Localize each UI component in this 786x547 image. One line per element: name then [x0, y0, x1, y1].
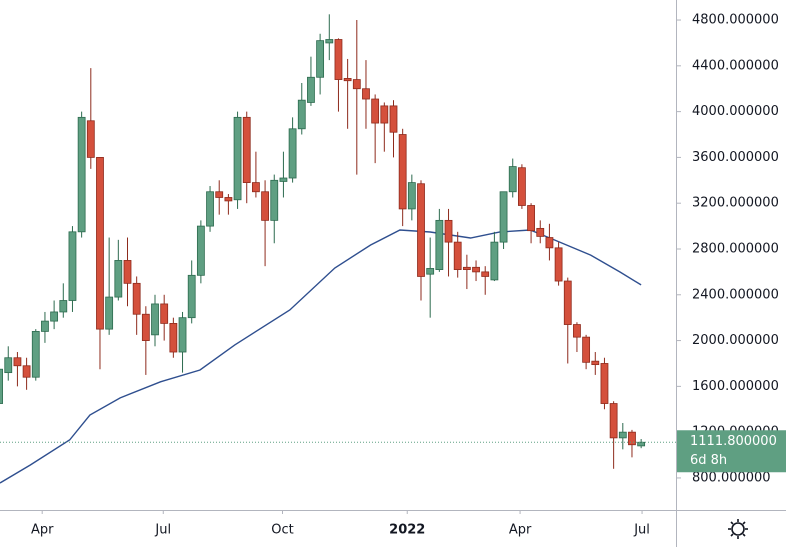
candle-body [508, 166, 517, 193]
candle-body [261, 191, 269, 221]
candle-body [316, 40, 325, 78]
candle-body [600, 363, 609, 404]
candle-body [637, 441, 646, 447]
candle-body [591, 360, 600, 366]
candle-body [307, 76, 315, 103]
candle-body [123, 260, 132, 284]
candle-body [224, 197, 233, 202]
y-tick-label: 3200.000000 [692, 196, 779, 211]
candle-body [352, 79, 361, 90]
candle-body [279, 177, 288, 182]
candle-body [628, 431, 636, 446]
candle-body [618, 431, 627, 439]
last-price-label: 1111.800000 [690, 434, 777, 449]
y-tick-label: 2400.000000 [692, 287, 779, 302]
candle-body [141, 313, 150, 341]
y-tick-label: 3600.000000 [692, 150, 779, 165]
x-tick-label: Oct [271, 523, 293, 538]
candle-body [453, 241, 462, 270]
candle-body [151, 303, 159, 336]
candle-body [50, 311, 59, 322]
y-tick-label: 1600.000000 [692, 379, 779, 394]
candle-body [407, 182, 416, 210]
x-tick-label: 2022 [389, 523, 425, 538]
candle-body [132, 282, 141, 315]
candle-body [334, 39, 343, 80]
y-tick-label: 2000.000000 [692, 333, 779, 348]
candle-body [389, 105, 398, 133]
candle-body [178, 317, 187, 353]
candle-body [499, 191, 508, 243]
candle-body [426, 268, 435, 275]
candle-body [41, 320, 49, 332]
candle-body [398, 134, 407, 210]
candle-body [187, 274, 196, 319]
candle-body [77, 116, 86, 233]
candle-body [242, 116, 251, 183]
candle-body [196, 225, 205, 276]
icon-spoke [730, 533, 734, 537]
plot-area: 800.0000001200.0000001600.0000002000.000… [0, 13, 786, 538]
candle-body [4, 357, 13, 374]
countdown-label: 6d 8h [690, 453, 727, 468]
candle-body [59, 300, 68, 313]
candle-body [105, 296, 114, 330]
candle-body [206, 191, 214, 227]
candle-body [343, 78, 352, 82]
candle-body [169, 323, 178, 353]
candle-body [518, 167, 526, 206]
candle-body [545, 237, 554, 249]
candle-body [297, 99, 306, 130]
candle-body [270, 179, 279, 221]
candle-body [609, 403, 618, 439]
y-tick-label: 4000.000000 [692, 104, 779, 119]
last-price-box [677, 430, 786, 473]
icon-spoke [730, 521, 734, 525]
candle-body [417, 183, 425, 277]
candle-body [0, 368, 3, 404]
x-tick-label: Apr [509, 523, 532, 538]
candle-body [490, 241, 499, 281]
candle-body [563, 280, 572, 325]
candle-body [536, 227, 545, 237]
x-tick-label: Jul [633, 523, 650, 538]
candle-body [68, 231, 77, 301]
y-tick-label: 4400.000000 [692, 58, 779, 73]
settings-icon-ring [731, 522, 745, 536]
icon-spoke [742, 533, 746, 537]
candle-body [573, 324, 581, 338]
x-tick-label: Jul [154, 523, 171, 538]
candle-body [380, 105, 389, 124]
candle-body [362, 88, 370, 100]
y-tick-label: 800.000000 [692, 470, 771, 485]
candle-body [215, 191, 224, 198]
candle-body [114, 260, 123, 298]
candle-body [481, 271, 490, 277]
candle-body [435, 219, 444, 270]
y-tick-label: 2800.000000 [692, 241, 779, 256]
candle-body [288, 128, 297, 179]
candle-body [252, 182, 260, 193]
candle-body [22, 365, 31, 378]
settings-icon[interactable] [728, 519, 748, 539]
candle-body [554, 247, 563, 282]
icon-spoke [742, 521, 746, 525]
candle-body [371, 98, 380, 124]
candle-body [444, 219, 453, 243]
candle-body [582, 336, 591, 363]
candle-body [31, 331, 40, 378]
candle-body [13, 357, 22, 367]
candle-body [233, 116, 242, 201]
candle-body [462, 266, 471, 270]
candle-body [86, 120, 95, 158]
candle-body [527, 205, 535, 232]
candle-body [160, 303, 169, 324]
candle-body [472, 266, 480, 273]
candle-body [96, 157, 104, 330]
x-tick-label: Apr [31, 523, 54, 538]
y-tick-label: 4800.000000 [692, 13, 779, 28]
candle-body [325, 39, 334, 44]
